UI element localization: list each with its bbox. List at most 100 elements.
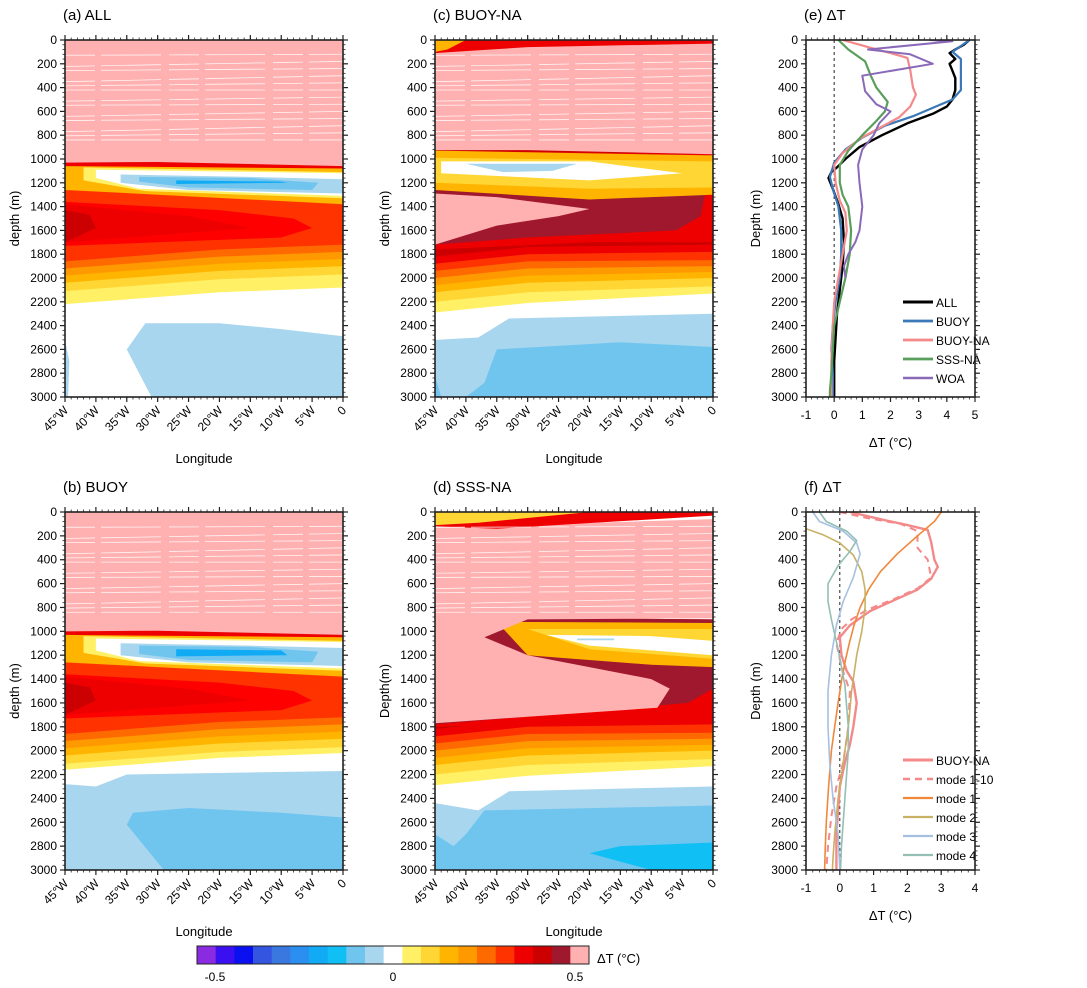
y-tick-label: 3000 (771, 863, 798, 877)
band-core-max (65, 210, 96, 243)
x-tick-label: 40°W (441, 403, 472, 434)
legend-label: BUOY-NA (936, 754, 990, 768)
y-tick-label: 0 (50, 505, 57, 519)
contour-line (65, 568, 343, 574)
x-tick-label: 35°W (472, 876, 503, 907)
x-tick-label: 5°W (292, 403, 318, 429)
colorbar-tick-label: -0.5 (205, 970, 226, 984)
x-axis-label: Longitude (175, 924, 232, 939)
y-tick-label: 1600 (30, 223, 57, 237)
y-tick-label: 2400 (771, 319, 798, 333)
y-tick-label: 800 (407, 600, 427, 614)
y-tick-label: 1400 (400, 200, 427, 214)
contour-line (65, 103, 343, 106)
colorbar-swatch (477, 946, 497, 964)
x-tick-label: -1 (801, 881, 812, 895)
band-deep-cool-edge (65, 339, 70, 397)
y-tick-label: 200 (37, 57, 57, 71)
plot-frame (434, 511, 714, 871)
y-tick-label: 2400 (30, 791, 57, 805)
panel-title: (a) ALL (63, 7, 111, 24)
legend-label: WOA (936, 372, 965, 386)
y-tick-label: 2600 (400, 342, 427, 356)
y-tick-label: 2800 (400, 839, 427, 853)
colorbar-swatch (253, 946, 273, 964)
contour-line (435, 68, 713, 71)
colorbar-swatch (439, 946, 459, 964)
x-tick-label: 4 (943, 408, 950, 422)
colorbar-swatch (383, 946, 403, 964)
panel-f: BUOY-NA mode 1-10 mode 1 mode 2 mode 3 mode 4… (748, 479, 994, 923)
contour-line (435, 111, 713, 117)
colorbar-tick-label: 0.5 (567, 970, 584, 984)
x-tick-label: 5°W (662, 403, 688, 429)
x-tick-label: 20°W (195, 403, 226, 434)
colorbar-swatch (402, 946, 422, 964)
y-tick-label: 2800 (30, 839, 57, 853)
colorbar-swatch (514, 946, 534, 964)
plot-frame (805, 511, 976, 871)
colorbar-tick-label: 0 (390, 970, 397, 984)
series-line-mode-2 (806, 527, 866, 870)
y-tick-label: 200 (407, 57, 427, 71)
panel-d: 0 200 400 600 800 1000 1200 1400 1600 1800 2000 220… (377, 479, 719, 939)
band-cool-lens (465, 163, 578, 173)
y-tick-label: 0 (420, 33, 427, 47)
legend-label: mode 4 (936, 849, 976, 863)
x-tick-label: 35°W (472, 403, 503, 434)
y-tick-label: 2400 (400, 319, 427, 333)
contour-line (435, 590, 713, 594)
contour-line (65, 68, 343, 71)
x-tick-label: 40°W (441, 876, 472, 907)
legend-label: mode 1-10 (936, 773, 994, 787)
y-tick-label: 200 (407, 529, 427, 543)
y-tick-label: 2000 (400, 744, 427, 758)
y-tick-label: 0 (791, 505, 798, 519)
x-tick-label: 35°W (102, 876, 133, 907)
y-tick-label: 2000 (771, 271, 798, 285)
x-tick-label: 10°W (257, 403, 288, 434)
x-tick-label: 3 (938, 881, 945, 895)
y-tick-label: 2800 (30, 366, 57, 380)
y-tick-label: 1200 (771, 176, 798, 190)
y-tick-label: 1600 (400, 696, 427, 710)
contour-line (65, 533, 343, 539)
contour-line (65, 604, 343, 609)
contour-line (435, 118, 713, 121)
contour-line (435, 103, 713, 106)
legend-label: BUOY (936, 315, 970, 329)
band-deep-cooler (126, 807, 343, 870)
contour-line (435, 525, 713, 528)
series-line-woa (843, 40, 954, 279)
y-tick-label: 1400 (30, 200, 57, 214)
x-tick-label: 40°W (71, 876, 102, 907)
contour-line (65, 82, 343, 87)
x-tick-label: 0 (831, 408, 838, 422)
band-saturated-upper (65, 512, 343, 635)
y-tick-label: 400 (778, 81, 798, 95)
contour-line (65, 111, 343, 117)
y-tick-label: 2400 (771, 791, 798, 805)
colorbar-swatch (365, 946, 385, 964)
x-tick-label: 0 (334, 876, 349, 891)
y-axis-label: depth (m) (377, 191, 392, 247)
y-tick-label: 600 (37, 577, 57, 591)
contour-line (435, 96, 713, 102)
x-axis-label: Longitude (545, 924, 602, 939)
x-tick-label: 5 (972, 408, 979, 422)
contour-line (65, 132, 343, 137)
y-tick-label: 2600 (771, 342, 798, 356)
x-tick-label: 1 (870, 881, 877, 895)
y-tick-label: 400 (37, 553, 57, 567)
band-deep-coolest (589, 842, 713, 870)
colorbar-swatch (215, 946, 235, 964)
y-tick-label: 800 (37, 128, 57, 142)
x-axis-label: Longitude (545, 451, 602, 466)
x-tick-label: 15°W (226, 403, 257, 434)
colorbar-swatch (327, 946, 347, 964)
x-tick-label: 25°W (164, 876, 195, 907)
y-tick-label: 0 (791, 33, 798, 47)
y-tick-label: 2200 (30, 295, 57, 309)
y-tick-label: 1800 (400, 247, 427, 261)
y-tick-label: 3000 (771, 390, 798, 404)
